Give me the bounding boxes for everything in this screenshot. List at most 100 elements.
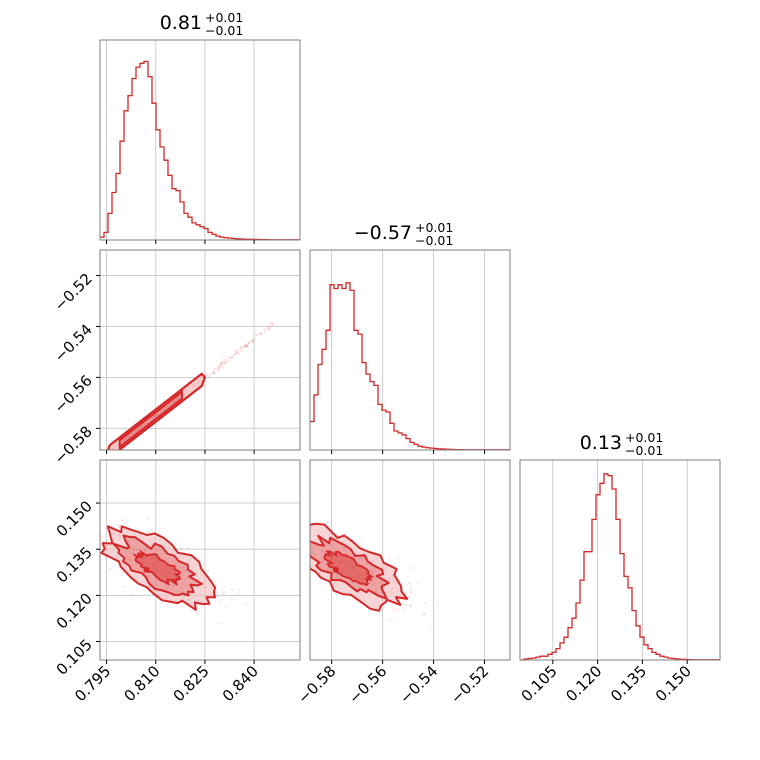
- scatter-point: [238, 348, 241, 351]
- scatter-point: [408, 604, 412, 607]
- scatter-point: [106, 454, 108, 456]
- scatter-point: [301, 527, 303, 529]
- contour-inner: [118, 389, 183, 450]
- scatter-point: [300, 544, 302, 546]
- scatter-point: [297, 535, 299, 537]
- scatter-point: [103, 453, 105, 455]
- scatter-point: [396, 556, 399, 559]
- x-tick-label: 0.810: [120, 662, 163, 705]
- scatter-point: [230, 356, 234, 360]
- scatter-point: [307, 558, 309, 560]
- scatter-point: [217, 366, 221, 370]
- contour-peak: [143, 566, 150, 573]
- contour-peak: [332, 566, 339, 573]
- scatter-point: [268, 326, 271, 329]
- scatter-point: [267, 327, 270, 331]
- panel-frame: [309, 459, 511, 661]
- scatter-point: [266, 327, 269, 330]
- scatter-point: [225, 358, 229, 361]
- scatter-point: [217, 369, 220, 372]
- scatter-point: [109, 452, 111, 454]
- scatter-point: [290, 523, 292, 525]
- scatter-point: [215, 367, 218, 370]
- scatter-point: [216, 595, 220, 598]
- x-tick-label: 0.150: [652, 662, 695, 705]
- scatter-point: [287, 537, 289, 539]
- scatter-point: [293, 508, 295, 510]
- scatter-point: [103, 453, 105, 455]
- scatter-point: [235, 349, 239, 353]
- title-upper-error: +0.01: [625, 430, 663, 445]
- scatter-point: [109, 567, 112, 570]
- scatter-point: [387, 557, 391, 560]
- scatter-point: [28, 495, 30, 497]
- scatter-point: [307, 560, 309, 562]
- scatter-point: [268, 321, 272, 325]
- scatter-point: [222, 590, 226, 594]
- scatter-point: [326, 521, 329, 524]
- scatter-point: [243, 345, 247, 348]
- scatter-point: [245, 345, 248, 348]
- scatter-point: [104, 454, 106, 456]
- scatter-point: [259, 332, 263, 336]
- title-value: 0.13: [580, 432, 622, 454]
- title-upper-error: +0.01: [415, 220, 453, 235]
- y-tick-label: 0.135: [53, 543, 96, 586]
- scatter-point: [247, 341, 250, 344]
- scatter-point: [258, 332, 262, 336]
- scatter-point: [104, 454, 106, 456]
- scatter-point: [263, 328, 267, 332]
- panel-body: [103, 321, 274, 456]
- scatter-point: [49, 510, 51, 512]
- scatter-point: [234, 352, 238, 356]
- histogram-step: [100, 60, 300, 241]
- scatter-point: [408, 591, 412, 594]
- y-tick-label: −0.58: [51, 422, 96, 467]
- scatter-point: [208, 375, 211, 378]
- x-tick-label: 0.795: [71, 662, 114, 705]
- scatter-point: [228, 356, 232, 359]
- x-tick-label: 0.825: [170, 662, 213, 705]
- scatter-point: [223, 585, 226, 589]
- title-lower-error: −0.01: [205, 23, 243, 38]
- scatter-point: [263, 330, 267, 334]
- scatter-point: [245, 344, 248, 347]
- y-tick-label: −0.56: [51, 371, 96, 416]
- scatter-point: [223, 362, 227, 365]
- scatter-point: [283, 536, 285, 538]
- scatter-point: [436, 604, 439, 608]
- scatter-point: [211, 372, 215, 375]
- scatter-point: [230, 588, 234, 592]
- scatter-point: [147, 517, 151, 521]
- title-upper-error: +0.01: [205, 10, 243, 25]
- panel-title: 0.81 +0.01−0.01: [160, 10, 244, 38]
- panel-hist-param-1: −0.57 +0.01−0.01: [309, 220, 511, 454]
- scatter-point: [244, 343, 247, 346]
- x-tick-label: 0.105: [518, 662, 561, 705]
- scatter-point: [232, 353, 235, 357]
- scatter-point: [220, 363, 224, 366]
- scatter-point: [103, 454, 105, 456]
- panel-frame: [309, 249, 511, 451]
- x-tick-label: −0.56: [345, 662, 390, 707]
- scatter-point: [250, 340, 254, 344]
- scatter-point: [117, 525, 121, 529]
- panel-body: [28, 495, 247, 625]
- scatter-point: [109, 451, 111, 453]
- scatter-point: [223, 360, 227, 363]
- scatter-point: [428, 625, 432, 629]
- scatter-point: [89, 521, 91, 523]
- scatter-point: [88, 534, 90, 536]
- panel-frame: [99, 459, 301, 661]
- title-lower-error: −0.01: [415, 233, 453, 248]
- scatter-point: [394, 608, 397, 611]
- scatter-point: [423, 612, 426, 615]
- scatter-point: [217, 367, 220, 370]
- scatter-point: [108, 452, 110, 454]
- scatter-point: [213, 371, 216, 374]
- scatter-point: [264, 525, 266, 527]
- scatter-point: [397, 608, 400, 611]
- panel-hist-param-0: 0.81 +0.01−0.01: [99, 10, 301, 244]
